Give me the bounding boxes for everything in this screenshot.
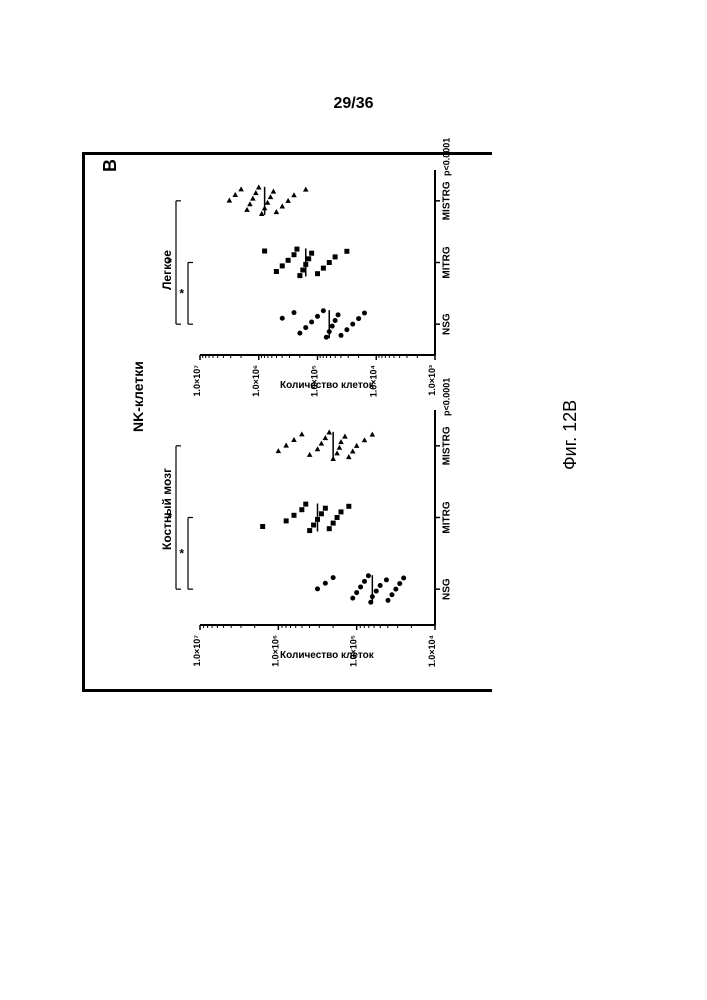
svg-text:*: * [167,511,172,525]
svg-text:1.0×10⁷: 1.0×10⁷ [192,635,202,667]
svg-text:*: * [167,256,172,270]
svg-text:MISTRG: MISTRG [441,426,452,465]
frame-left [82,152,85,692]
svg-text:p<0.0001: p<0.0001 [441,138,451,176]
svg-text:1.0×10³: 1.0×10³ [427,365,437,396]
panel-letter: B [100,159,121,172]
frame-bottom [82,689,492,692]
svg-text:1.0×10⁷: 1.0×10⁷ [192,365,202,397]
svg-text:*: * [179,286,184,300]
svg-text:1.0×10⁵: 1.0×10⁵ [310,365,320,397]
svg-text:*: * [179,546,184,560]
frame-top [82,152,492,155]
chart2-svg: 1.0×10³1.0×10⁴1.0×10⁵1.0×10⁶1.0×10⁷NSGMI… [160,160,460,390]
svg-text:NSG: NSG [441,313,452,335]
svg-text:MISTRG: MISTRG [441,181,452,220]
chart-bone-marrow: Костный мозг Количество клеток 1.0×10⁴1.… [160,400,460,660]
page-number: 29/36 [0,95,707,113]
svg-text:MITRG: MITRG [441,501,452,533]
svg-text:1.0×10⁴: 1.0×10⁴ [368,365,378,397]
svg-text:MITRG: MITRG [441,246,452,278]
svg-text:1.0×10⁶: 1.0×10⁶ [270,635,280,667]
figure-caption: Фиг. 12B [560,400,581,470]
svg-text:1.0×10⁶: 1.0×10⁶ [251,365,261,397]
svg-text:1.0×10⁴: 1.0×10⁴ [427,635,437,667]
svg-text:NSG: NSG [441,578,452,600]
svg-text:1.0×10⁵: 1.0×10⁵ [349,635,359,667]
page: 29/36 B NK-клетки Фиг. 12B Костный мозг … [0,0,707,1000]
chart-lung: Легкое Количество клеток 1.0×10³1.0×10⁴1… [160,160,460,390]
chart1-svg: 1.0×10⁴1.0×10⁵1.0×10⁶1.0×10⁷NSGMITRGMIST… [160,400,460,660]
main-title: NK-клетки [130,361,146,432]
